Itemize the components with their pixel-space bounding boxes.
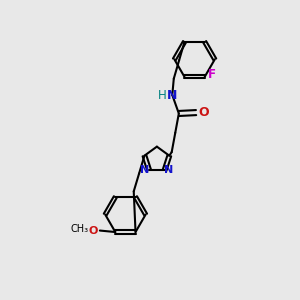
Text: H: H (158, 88, 166, 101)
Text: CH₃: CH₃ (70, 224, 88, 234)
Text: N: N (140, 165, 150, 175)
Text: O: O (198, 106, 209, 119)
Text: F: F (208, 68, 216, 81)
Text: N: N (167, 88, 177, 101)
Text: O: O (88, 226, 98, 236)
Text: N: N (164, 165, 173, 175)
